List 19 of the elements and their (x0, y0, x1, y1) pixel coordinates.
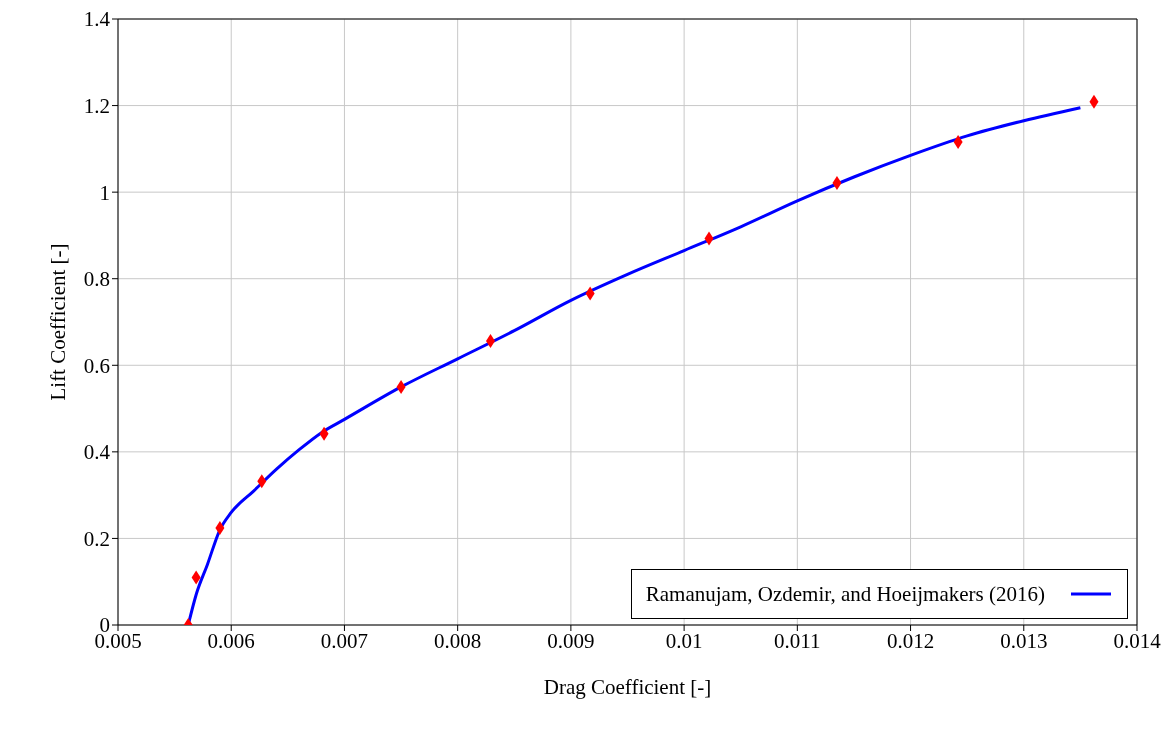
x-tick-label: 0.013 (1000, 628, 1048, 653)
x-axis-title: Drag Coefficient [-] (543, 674, 712, 699)
x-tick-label: 0.008 (434, 628, 482, 653)
y-tick-label: 1.4 (83, 7, 111, 32)
x-tick-label: 0.007 (320, 628, 369, 653)
x-tick-label: 0.009 (547, 628, 595, 653)
y-axis-title: Lift Coefficient [-] (46, 243, 71, 401)
y-tick-label: 1.2 (83, 94, 110, 119)
y-tick-label: 0.2 (83, 526, 110, 551)
legend-label: Ramanujam, Ozdemir, and Hoeijmakers (2016) (645, 581, 1045, 608)
x-tick-label: 0.011 (774, 628, 821, 653)
y-tick-label: 0.8 (83, 267, 110, 292)
x-tick-label: 0.006 (207, 628, 255, 653)
y-tick-label: 1 (99, 180, 110, 205)
x-tick-label: 0.01 (665, 628, 703, 653)
y-tick-label: 0.6 (83, 353, 110, 378)
x-tick-label: 0.014 (1113, 628, 1162, 653)
x-tick-label: 0.012 (886, 628, 935, 653)
y-tick-label: 0.4 (83, 440, 111, 465)
